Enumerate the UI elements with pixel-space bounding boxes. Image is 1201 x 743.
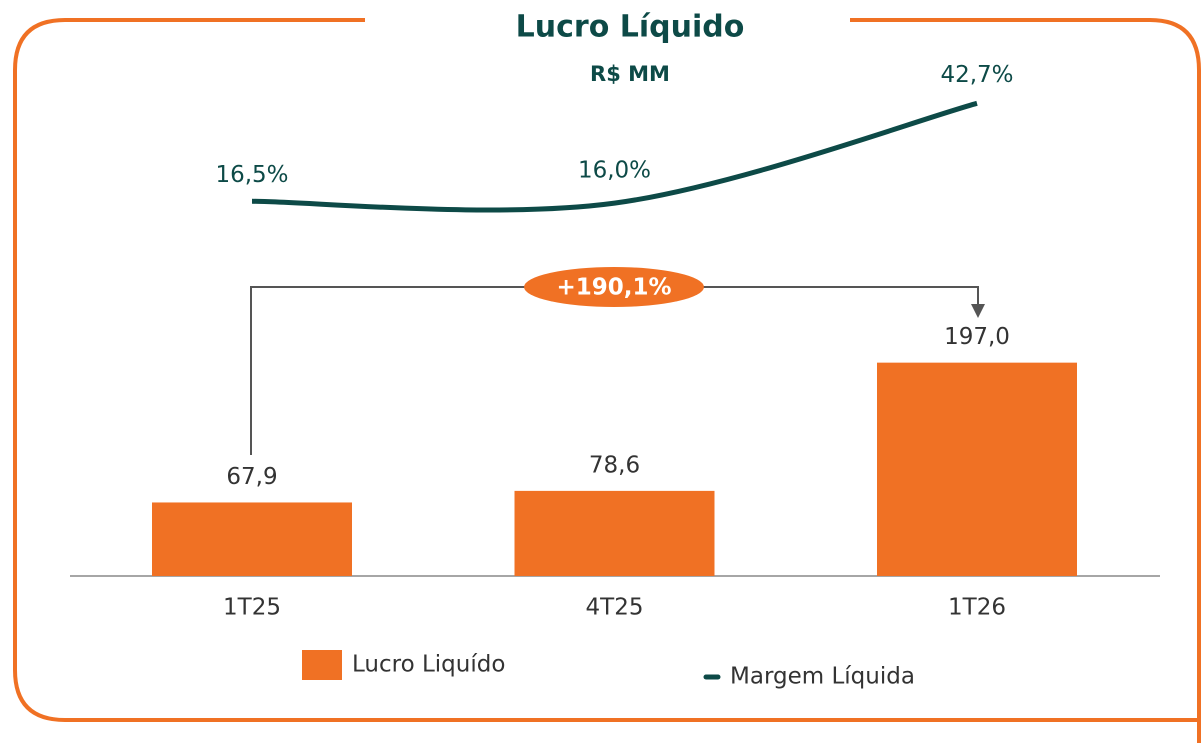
bracket: [250, 286, 979, 455]
data-label: 67,9: [226, 464, 277, 490]
annotation-pill: [524, 267, 704, 307]
data-label: 16,0%: [578, 158, 651, 184]
line: [251, 100, 978, 213]
data-label: 16,5%: [215, 162, 288, 188]
legend-swatch: [302, 650, 342, 680]
chart-title: Lucro Líquido: [516, 10, 745, 45]
frame: [13, 18, 1201, 722]
frame: [850, 18, 1201, 743]
x-tick-label: 1T25: [223, 595, 281, 621]
bar: [877, 362, 1077, 576]
bar: [514, 490, 715, 576]
data-label: 42,7%: [940, 62, 1013, 88]
data-label: 78,6: [589, 452, 640, 478]
data-label: 197,0: [944, 324, 1010, 350]
x-tick-label: 1T26: [948, 595, 1006, 621]
annotation: +190,1%: [556, 275, 671, 301]
bar: [152, 502, 352, 576]
chart-subtitle: R$ MM: [590, 62, 670, 86]
arrow-head: [971, 304, 985, 318]
legend-label: Margem Líquida: [730, 664, 915, 690]
legend-label: Lucro Liquído: [352, 652, 505, 678]
x-tick-label: 4T25: [586, 595, 644, 621]
